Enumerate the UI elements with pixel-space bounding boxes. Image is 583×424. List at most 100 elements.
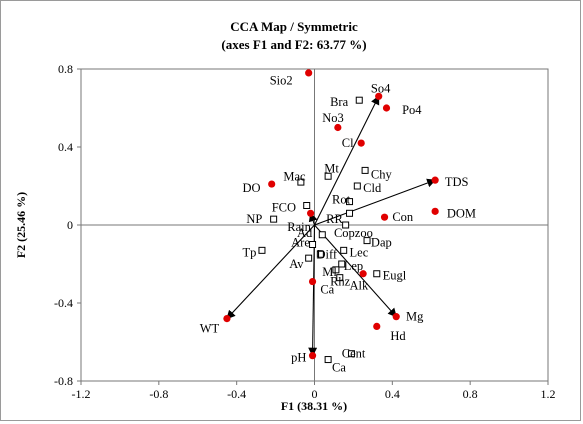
variable-point — [392, 313, 400, 321]
variable-label: Cl — [342, 136, 354, 150]
variable-point — [431, 176, 439, 184]
x-tick-label: 1.2 — [541, 387, 556, 401]
species-point — [361, 166, 369, 174]
variable-label: Sio2 — [270, 74, 293, 88]
variable-label: Rain — [287, 220, 311, 234]
chart-subtitle: (axes F1 and F2: 63.77 %) — [221, 37, 366, 52]
variable-point — [308, 352, 317, 360]
vector-arrow-wt — [226, 224, 315, 320]
species-point — [355, 96, 363, 104]
species-label: Mac — [283, 169, 306, 183]
species-label: Copzoo — [334, 226, 373, 240]
vector-arrow-mg — [314, 224, 397, 318]
variable-label: Con — [392, 210, 414, 224]
species-label: Cld — [363, 181, 382, 195]
y-tick-label: 0.4 — [58, 140, 73, 154]
variable-label: pH — [291, 351, 306, 365]
species-label: Are — [291, 236, 310, 250]
vector-arrows — [226, 95, 437, 357]
species-label: Bra — [330, 95, 349, 109]
species-label: Ca — [332, 360, 346, 374]
variable-label: So4 — [371, 82, 391, 96]
variable-label: DO — [243, 181, 261, 195]
species-point — [363, 237, 371, 245]
variable-label: No3 — [322, 111, 344, 125]
x-tick-label: -0.4 — [227, 387, 246, 401]
species-label: Chy — [371, 167, 393, 181]
species-point — [340, 246, 348, 254]
variable-point — [268, 180, 276, 188]
y-tick-label: -0.8 — [54, 374, 73, 388]
variable-point — [223, 315, 231, 323]
variable-label: Alk — [350, 278, 370, 292]
species-label: Rhz — [330, 275, 351, 289]
variable-point — [308, 277, 317, 286]
x-tick-label: 0 — [312, 387, 318, 401]
vector-arrow-tds — [314, 178, 437, 226]
variable-label: Ca — [320, 282, 334, 296]
species-point — [258, 246, 266, 254]
variable-label: TDS — [445, 175, 469, 189]
vector-arrow-so4 — [314, 95, 380, 226]
species-point — [297, 178, 305, 186]
species-point — [338, 260, 346, 268]
species-label: Lep — [344, 259, 363, 273]
species-point — [316, 250, 324, 258]
species-label: FCO — [272, 200, 296, 214]
species-point — [373, 270, 381, 278]
species-label: Lec — [350, 245, 369, 259]
species-point — [303, 202, 311, 209]
variable-point — [334, 123, 342, 132]
variable-point — [305, 69, 313, 77]
species-point — [270, 215, 278, 223]
variable-label: Mg — [406, 310, 424, 324]
species-label: Ad — [297, 226, 313, 240]
variable-point — [380, 213, 389, 221]
variable-point — [307, 209, 315, 217]
variable-label: DOM — [447, 206, 476, 220]
x-tick-label: -1.2 — [72, 387, 91, 401]
variable-point — [359, 270, 367, 278]
x-tick-label: 0.4 — [385, 387, 400, 401]
chart-title: CCA Map / Symmetric — [230, 19, 358, 34]
y-tick-label: -0.4 — [54, 296, 73, 310]
species-point — [324, 172, 332, 180]
variable-point — [357, 139, 365, 147]
species-label: Eugl — [383, 269, 407, 283]
species-label: Av — [289, 257, 304, 271]
variable-point — [431, 207, 439, 215]
species-label: Diff — [316, 247, 337, 261]
species-point — [346, 198, 354, 206]
species-point — [347, 350, 355, 358]
species-label: NP — [246, 212, 262, 226]
variable-point — [382, 104, 391, 112]
variable-point — [375, 92, 383, 100]
species-label: Cent — [342, 347, 366, 361]
y-tick-label: 0 — [67, 218, 73, 232]
x-tick-label: -0.8 — [149, 387, 168, 401]
species-label: RR — [326, 212, 343, 226]
species-point — [324, 356, 332, 364]
species-label: Tp — [243, 245, 257, 259]
y-tick-label: 0.8 — [58, 62, 73, 76]
species-point — [332, 266, 340, 274]
axes: -1.2 -0.8 -0.4 0 0.4 0.8 1.2-0.8-0.400.40.8 — [54, 62, 556, 401]
species-label: Ml — [322, 265, 337, 279]
species-point — [305, 254, 313, 262]
variable-label: Po4 — [402, 103, 422, 117]
species-point — [336, 274, 344, 282]
variable-point — [373, 322, 381, 330]
species-label: Rot — [332, 193, 351, 207]
species-label: Mt — [324, 161, 339, 175]
x-axis-label: F1 (38.31 %) — [281, 399, 347, 413]
species-point — [309, 241, 317, 248]
species-point — [346, 209, 354, 217]
y-axis-label: F2 (25.46 %) — [14, 192, 28, 258]
species-point — [342, 221, 350, 229]
x-tick-label: 0.8 — [463, 387, 478, 401]
species-point — [353, 182, 361, 190]
variable-label: Hd — [390, 329, 406, 343]
